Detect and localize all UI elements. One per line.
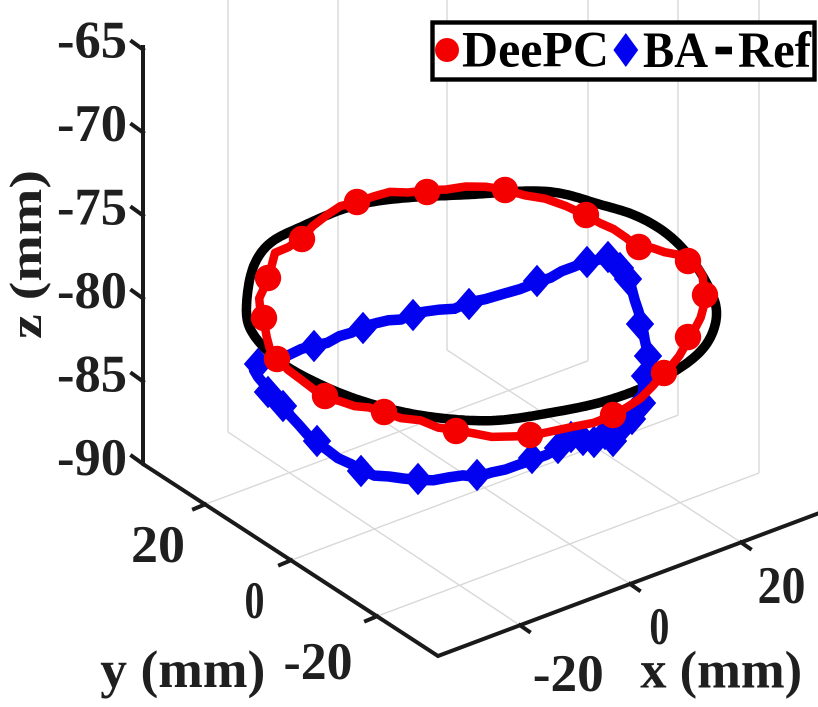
svg-text:-65: -65	[57, 12, 127, 70]
svg-text:y (mm): y (mm)	[100, 641, 265, 699]
svg-text:20: 20	[131, 516, 185, 574]
svg-text:-20: -20	[284, 633, 353, 691]
svg-text:DeePC: DeePC	[462, 23, 609, 79]
svg-text:0: 0	[649, 598, 669, 656]
svg-text:-80: -80	[57, 262, 127, 320]
svg-text:-20: -20	[533, 645, 604, 703]
svg-text:-75: -75	[57, 179, 127, 237]
svg-text:-90: -90	[57, 429, 127, 487]
svg-text:0: 0	[245, 572, 265, 630]
svg-text:BA: BA	[643, 23, 708, 79]
svg-text:z (mm): z (mm)	[0, 170, 51, 339]
svg-text:-85: -85	[57, 346, 127, 404]
svg-text:Ref: Ref	[738, 23, 812, 79]
svg-text:x (mm): x (mm)	[640, 642, 802, 700]
svg-text:-70: -70	[57, 95, 127, 153]
svg-text:20: 20	[758, 557, 806, 615]
